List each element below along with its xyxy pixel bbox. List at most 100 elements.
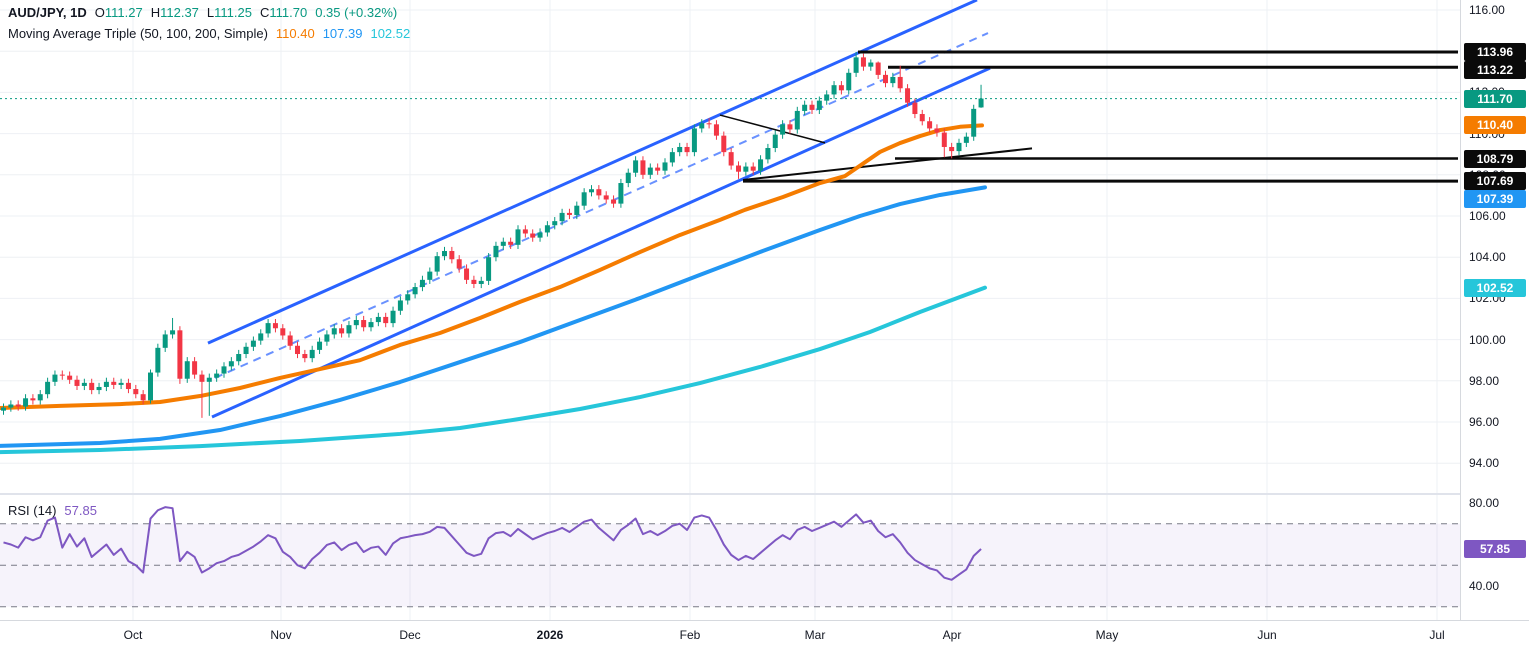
- candle-body: [890, 76, 896, 84]
- candle-body: [339, 328, 345, 334]
- candle-body: [434, 256, 440, 272]
- candle-body: [706, 123, 712, 125]
- candle-body: [8, 404, 14, 408]
- candle-body: [883, 74, 888, 84]
- candle-body: [566, 212, 572, 215]
- time-label-Mar: Mar: [804, 628, 826, 642]
- flag-upper-trendline[interactable]: [719, 114, 826, 144]
- candle-body: [655, 167, 661, 171]
- candle-body: [758, 159, 764, 171]
- price-tick-label: 116.00: [1469, 2, 1505, 17]
- candle-body: [419, 279, 425, 288]
- channel-upper-line[interactable]: [207, 0, 978, 345]
- channel-mid-dashed-line[interactable]: [214, 32, 989, 379]
- time-axis[interactable]: Oct Nov Dec 2026 Feb Mar Apr May Jun Jul: [0, 620, 1529, 649]
- candle-body: [868, 62, 874, 67]
- candle-body: [640, 160, 646, 175]
- pane-separator[interactable]: [0, 493, 1460, 495]
- ma-indicator-title[interactable]: Moving Average Triple (50, 100, 200, Sim…: [8, 26, 268, 41]
- rsi-pane[interactable]: RSI (14) 57.85: [0, 495, 1460, 620]
- ohlc-low: L111.25: [206, 5, 252, 20]
- candle-body: [346, 325, 352, 334]
- price-tick-label: 96.00: [1469, 414, 1500, 429]
- candles-layer: [1, 52, 984, 418]
- candle-body: [478, 280, 484, 284]
- rsi-indicator-title[interactable]: RSI (14): [8, 503, 57, 518]
- candle-body: [537, 232, 543, 238]
- price-badge-111.70: 111.70: [1464, 89, 1526, 108]
- candle-body: [397, 300, 403, 311]
- candle-body: [199, 374, 205, 382]
- price-tick-label: 106.00: [1469, 208, 1506, 223]
- candle-body: [221, 366, 227, 374]
- candle-body: [243, 346, 249, 355]
- candle-body: [589, 189, 594, 193]
- rsi-indicator-legend[interactable]: RSI (14) 57.85: [8, 503, 97, 518]
- candle-body: [500, 241, 506, 246]
- candle-body: [111, 381, 117, 385]
- price-badge-108.79: 108.79: [1464, 149, 1526, 168]
- candle-body: [118, 382, 124, 385]
- candle-body: [464, 268, 470, 280]
- candle-body: [971, 108, 977, 137]
- candle-body: [611, 199, 617, 204]
- candle-body: [574, 205, 580, 215]
- candle-body: [324, 334, 330, 342]
- channel-lower-line[interactable]: [211, 66, 991, 419]
- candle-body: [471, 279, 477, 284]
- candle-body: [170, 330, 176, 335]
- candle-body: [978, 98, 984, 108]
- candle-body: [125, 382, 131, 390]
- time-label-Oct: Oct: [123, 628, 143, 642]
- candle-body: [699, 123, 705, 129]
- candle-body: [728, 152, 734, 166]
- time-label-Jun: Jun: [1257, 628, 1277, 642]
- price-chart-canvas[interactable]: [0, 0, 1460, 493]
- candle-body: [647, 167, 653, 175]
- candle-body: [390, 310, 396, 324]
- main-price-pane[interactable]: AUD/JPY, 1D O111.27 H112.37 L111.25 C111…: [0, 0, 1460, 493]
- candle-body: [515, 229, 521, 245]
- time-label-Jul: Jul: [1429, 628, 1445, 642]
- candle-body: [67, 375, 73, 380]
- candle-body: [736, 165, 741, 172]
- candle-body: [765, 148, 771, 160]
- ma50-value: 110.40: [275, 26, 315, 41]
- candle-body: [272, 323, 278, 329]
- candle-body: [383, 316, 389, 324]
- candle-body: [405, 294, 411, 301]
- candle-body: [824, 94, 830, 101]
- candle-body: [802, 104, 808, 111]
- rsi-tick-label: 80.00: [1469, 496, 1500, 510]
- price-badge-110.40: 110.40: [1464, 116, 1526, 135]
- candle-body: [23, 398, 29, 407]
- time-label-Dec: Dec: [399, 628, 421, 642]
- candle-body: [530, 233, 536, 238]
- rsi-value: 57.85: [64, 503, 97, 518]
- rising-trendline[interactable]: [742, 147, 1033, 181]
- candle-body: [81, 382, 87, 386]
- candle-body: [74, 379, 80, 386]
- ma-indicator-legend[interactable]: Moving Average Triple (50, 100, 200, Sim…: [8, 26, 410, 41]
- candle-body: [45, 381, 51, 395]
- symbol-legend: AUD/JPY, 1D O111.27 H112.37 L111.25 C111…: [8, 5, 397, 20]
- candle-body: [934, 128, 940, 133]
- symbol-title[interactable]: AUD/JPY, 1D: [8, 5, 87, 20]
- time-label-Apr: Apr: [942, 628, 962, 642]
- candle-body: [625, 172, 631, 184]
- candle-body: [618, 183, 624, 204]
- candle-body: [743, 166, 749, 172]
- candle-body: [669, 152, 675, 163]
- rsi-chart-canvas[interactable]: [0, 495, 1460, 620]
- candle-body: [236, 354, 242, 362]
- rsi-line: [3, 506, 982, 581]
- candle-body: [522, 229, 528, 234]
- candle-body: [30, 398, 36, 401]
- price-axis[interactable]: 116.00114.00112.00110.00108.00106.00104.…: [1460, 0, 1529, 620]
- candle-body: [192, 361, 198, 375]
- candle-body: [912, 102, 918, 115]
- time-label-Feb: Feb: [679, 628, 701, 642]
- candle-body: [552, 221, 558, 226]
- price-badge-102.52: 102.52: [1464, 278, 1526, 297]
- candle-body: [956, 142, 962, 152]
